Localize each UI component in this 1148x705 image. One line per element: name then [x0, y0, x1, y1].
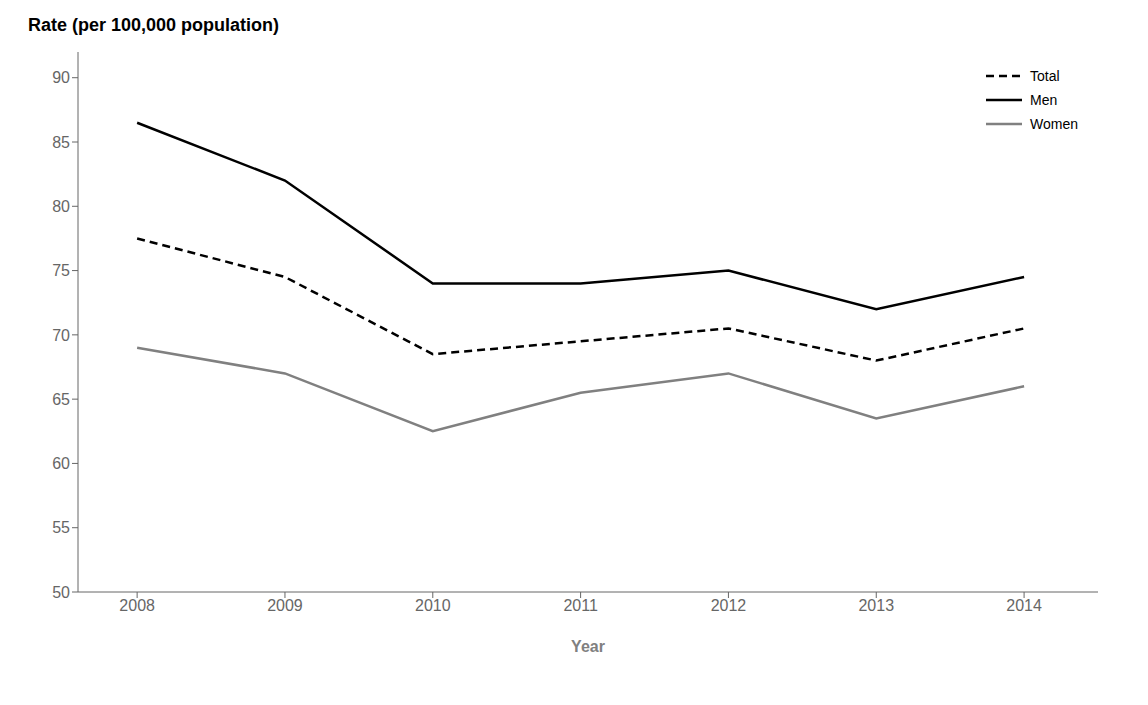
svg-text:75: 75 [52, 262, 70, 279]
svg-text:Year: Year [571, 638, 605, 655]
svg-text:80: 80 [52, 198, 70, 215]
svg-text:70: 70 [52, 327, 70, 344]
svg-text:50: 50 [52, 584, 70, 601]
svg-text:90: 90 [52, 69, 70, 86]
svg-text:2008: 2008 [119, 597, 155, 614]
html-text:Total: Total [1030, 68, 1060, 84]
svg-text:55: 55 [52, 519, 70, 536]
svg-text:2010: 2010 [415, 597, 451, 614]
html-text:Men: Men [1030, 92, 1058, 108]
svg-text:2014: 2014 [1006, 597, 1042, 614]
svg-text:2013: 2013 [858, 597, 894, 614]
svg-text:2009: 2009 [267, 597, 303, 614]
html-text:Rate (per 100,000 population): Rate (per 100,000 population) [28, 15, 280, 35]
svg-text:2012: 2012 [711, 597, 747, 614]
svg-text:65: 65 [52, 391, 70, 408]
svg-text:60: 60 [52, 455, 70, 472]
html-text:Women: Women [1030, 116, 1078, 132]
svg-text:85: 85 [52, 134, 70, 151]
svg-text:2011: 2011 [563, 597, 598, 614]
